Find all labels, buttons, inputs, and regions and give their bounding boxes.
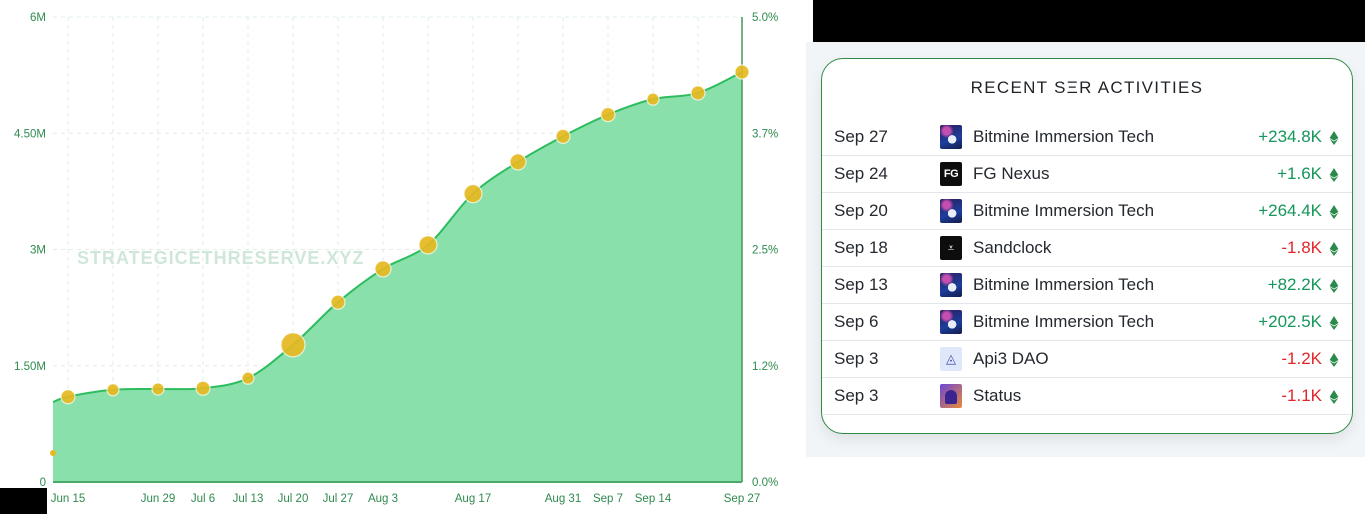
data-point-marker [463, 184, 483, 204]
activity-date: Sep 3 [834, 349, 879, 368]
data-point-marker [106, 383, 120, 397]
activities-list: Sep 27 Bitmine Immersion Tech +234.8K Sep 2… [822, 119, 1352, 415]
y-axis-right-tick: 0.0% [752, 477, 778, 489]
status-logo-icon [940, 384, 962, 408]
activity-date: Sep 3 [834, 386, 879, 405]
x-axis-tick: Aug 3 [368, 493, 398, 505]
y-axis-right-tick: 3.7% [752, 128, 778, 140]
recent-activities-card: RECENT SΞR ACTIVITIES Sep 27 Bitmine Imme… [821, 58, 1353, 434]
x-axis-tick: Jun 15 [51, 493, 86, 505]
data-point-marker [60, 389, 76, 405]
activity-amount: -1.1K [1281, 386, 1322, 405]
watermark: STRATEGICETHRESERVE.XYZ [77, 248, 364, 268]
y-axis-right-tick: 1.2% [752, 361, 778, 373]
activity-amount: -1.8K [1281, 238, 1322, 257]
y-axis-left-tick: 3M [30, 245, 46, 257]
y-axis-right-tick: 5.0% [752, 12, 778, 24]
activity-date: Sep 27 [834, 127, 888, 146]
y-axis-right-tick: 2.5% [752, 245, 778, 257]
area-fill [53, 72, 742, 483]
ethereum-icon [1329, 205, 1339, 219]
y-axis-left-tick: 0 [40, 477, 46, 489]
x-axis-tick: Aug 31 [545, 493, 581, 505]
y-axis-left-tick: 1.50M [14, 361, 46, 373]
bitmine-logo-icon [940, 273, 962, 297]
data-point-marker [374, 260, 392, 278]
ethereum-icon [1329, 168, 1339, 182]
ethereum-icon [1329, 353, 1339, 367]
entity-name[interactable]: FG Nexus [973, 164, 1050, 183]
data-point-marker [600, 107, 616, 123]
data-point-marker [50, 450, 56, 456]
data-point-marker [330, 294, 346, 310]
y-axis-left-tick: 6M [30, 12, 46, 24]
data-point-marker [418, 235, 438, 255]
y-axis-left-tick: 4.50M [14, 128, 46, 140]
data-point-marker [734, 64, 750, 80]
x-axis-tick: Sep 7 [593, 493, 623, 505]
x-axis-tick: Aug 17 [455, 493, 491, 505]
activity-row[interactable]: Sep 3 ◬ Api3 DAO -1.2K [822, 341, 1352, 378]
entity-name[interactable]: Status [973, 386, 1022, 405]
activity-row[interactable]: Sep 3 Status -1.1K [822, 378, 1352, 415]
x-axis-tick: Sep 27 [724, 493, 760, 505]
activity-row[interactable]: Sep 18 ⩡ Sandclock -1.8K [822, 230, 1352, 267]
activity-amount: +234.8K [1258, 127, 1322, 146]
activity-row[interactable]: Sep 6 Bitmine Immersion Tech +202.5K [822, 304, 1352, 341]
data-point-marker [280, 332, 306, 358]
redacted-region [813, 0, 1365, 42]
activity-date: Sep 6 [834, 312, 879, 331]
data-point-marker [690, 85, 706, 101]
entity-name[interactable]: Bitmine Immersion Tech [973, 275, 1155, 294]
api3-logo-icon: ◬ [940, 347, 962, 371]
data-point-marker [195, 380, 211, 396]
data-point-marker [646, 92, 660, 106]
holdings-chart: 0 0.0% 1.50M 1.2% 3M 2.5% 4.50M 3.7% 6M 5.0% STRAT… [14, 12, 778, 505]
entity-name[interactable]: Bitmine Immersion Tech [973, 127, 1155, 146]
data-point-marker [509, 153, 527, 171]
ethereum-icon [1329, 242, 1339, 256]
bitmine-logo-icon [940, 199, 962, 223]
activity-amount: +264.4K [1258, 201, 1322, 220]
activity-row[interactable]: Sep 27 Bitmine Immersion Tech +234.8K [822, 119, 1352, 156]
bitmine-logo-icon [940, 310, 962, 334]
x-axis-tick: Jul 13 [233, 493, 264, 505]
ethereum-icon [1329, 390, 1339, 404]
activity-row[interactable]: Sep 24 FG FG Nexus +1.6K [822, 156, 1352, 193]
activity-amount: +82.2K [1267, 275, 1322, 294]
entity-name[interactable]: Bitmine Immersion Tech [973, 201, 1155, 220]
activity-row[interactable]: Sep 13 Bitmine Immersion Tech +82.2K [822, 267, 1352, 304]
activity-amount: -1.2K [1281, 349, 1322, 368]
ethereum-icon [1329, 316, 1339, 330]
x-axis-tick: Jul 6 [191, 493, 215, 505]
activity-date: Sep 24 [834, 164, 888, 183]
bitmine-logo-icon [940, 125, 962, 149]
activity-date: Sep 20 [834, 201, 888, 220]
activity-row[interactable]: Sep 20 Bitmine Immersion Tech +264.4K [822, 193, 1352, 230]
entity-name[interactable]: Api3 DAO [973, 349, 1049, 368]
ethereum-icon [1329, 279, 1339, 293]
data-point-marker [241, 371, 255, 385]
activity-amount: +202.5K [1258, 312, 1322, 331]
sand-logo-icon: ⩡ [940, 236, 962, 260]
entity-name[interactable]: Sandclock [973, 238, 1052, 257]
x-axis-tick: Jul 20 [278, 493, 309, 505]
activity-date: Sep 18 [834, 238, 888, 257]
x-axis-tick: Sep 14 [635, 493, 672, 505]
x-axis-tick: Jun 29 [141, 493, 176, 505]
entity-name[interactable]: Bitmine Immersion Tech [973, 312, 1155, 331]
activity-date: Sep 13 [834, 275, 888, 294]
x-axis-tick: Jul 27 [323, 493, 354, 505]
card-title: RECENT SΞR ACTIVITIES [970, 78, 1204, 97]
redacted-region [0, 488, 47, 514]
fg-logo-icon: FG [940, 162, 962, 186]
activity-amount: +1.6K [1277, 164, 1322, 183]
ethereum-icon [1329, 131, 1339, 145]
data-point-marker [151, 382, 165, 396]
data-point-marker [555, 128, 571, 144]
